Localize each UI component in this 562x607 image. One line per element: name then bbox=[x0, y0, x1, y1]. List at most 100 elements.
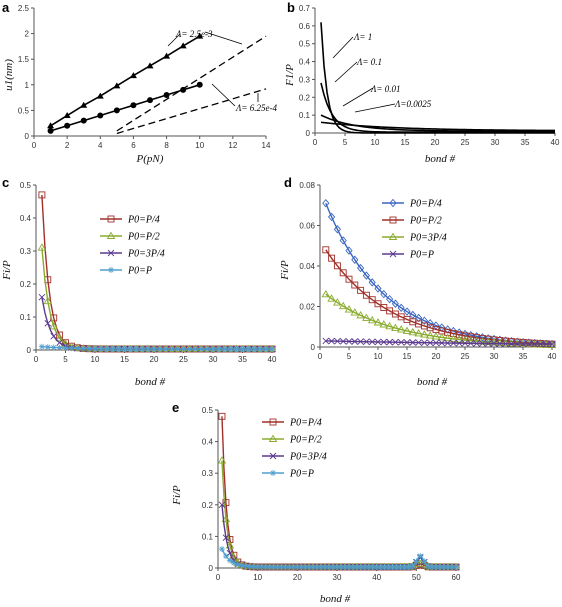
panel-e-x-tick-label: 60 bbox=[452, 573, 461, 582]
panel-d-data-point bbox=[402, 326, 412, 334]
panel-c-data-point bbox=[92, 345, 98, 352]
panel-c-data-point bbox=[38, 343, 45, 350]
panel-d-data-point bbox=[373, 318, 383, 326]
panel-b-x-tick-label: 25 bbox=[461, 138, 470, 147]
panel-a-y-tick-label: 0 bbox=[25, 132, 30, 141]
panel-e-x-tick-label: 10 bbox=[253, 573, 262, 582]
panel-e-data-point bbox=[278, 564, 285, 571]
panel-d-data-point bbox=[322, 337, 330, 345]
panel-b-y-tick-label: 0.7 bbox=[299, 4, 311, 13]
panel-d-x-tick-label: 10 bbox=[374, 352, 383, 361]
panel-e-ylabel: Fi/P bbox=[171, 485, 183, 506]
panel-e-data-point bbox=[226, 549, 234, 557]
panel-d-x-tick-label: 20 bbox=[432, 352, 441, 361]
panel-e-data-point bbox=[234, 561, 241, 568]
panel-d-data-point bbox=[380, 289, 388, 299]
panel-e-series-line bbox=[221, 416, 456, 568]
panel-e-data-point bbox=[373, 564, 380, 571]
panel-e-data-point bbox=[282, 564, 289, 571]
plot-d-area: 0 5 10 15 20 25 30 35 40 0 0.02 0.04 0.06 0.08 bbox=[299, 181, 557, 361]
panel-d-data-point bbox=[531, 340, 538, 348]
panel-b-x-tick-label: 5 bbox=[343, 138, 348, 147]
panel-d-legend: P0=P/4 P0=P/2 P0=3P/4 P0=P bbox=[382, 199, 447, 261]
panel-c-x-tick-label: 10 bbox=[91, 355, 100, 364]
panel-b-x-tick-label: 40 bbox=[551, 138, 560, 147]
panel-a-data-point bbox=[163, 92, 170, 99]
panel-e-data-point bbox=[421, 558, 428, 565]
panel-e-data-point bbox=[397, 564, 404, 571]
panel-c-data-point bbox=[103, 345, 110, 352]
panel-b-y-tick-label: 0.1 bbox=[299, 111, 311, 120]
panel-d-data-point bbox=[496, 340, 504, 347]
panel-a-data-point bbox=[196, 32, 204, 39]
panel-c-data-point bbox=[227, 346, 234, 353]
panel-c-data-point bbox=[74, 345, 81, 352]
panel-d-data-point bbox=[467, 339, 475, 347]
panel-c-data-point bbox=[62, 344, 69, 351]
panel-d-legend-label: P0=P/2 bbox=[409, 216, 442, 227]
panel-d-data-point bbox=[328, 212, 336, 222]
panel-c-data-point bbox=[121, 345, 128, 352]
panel-e-data-point bbox=[294, 564, 301, 571]
panel-c-label: c bbox=[2, 175, 9, 190]
panel-a-data-point bbox=[63, 112, 71, 119]
panel-a-dashed-line bbox=[116, 35, 267, 132]
panel-d-data-point bbox=[374, 300, 382, 308]
panel-c-data-point bbox=[86, 345, 93, 352]
panel-e-data-point bbox=[218, 412, 226, 420]
panel-c-data-point bbox=[127, 345, 134, 352]
panel-a-series-line bbox=[50, 35, 201, 127]
panel-b-series-line bbox=[320, 121, 556, 132]
panel-d-data-point bbox=[450, 339, 457, 347]
panel-d-data-point bbox=[350, 308, 360, 316]
panel-d-series-line bbox=[325, 340, 553, 345]
panel-d-x-tick-label: 25 bbox=[461, 352, 470, 361]
panel-d-data-point bbox=[415, 313, 423, 323]
panel-d-data-point bbox=[374, 284, 382, 293]
panel-d-label: d bbox=[284, 175, 292, 190]
panel-c-xlabel: bond # bbox=[135, 376, 166, 388]
panel-c-y-tick-label: 0 bbox=[27, 346, 32, 355]
panel-c-series-line bbox=[41, 247, 272, 350]
panel-b-x-tick-label: 30 bbox=[491, 138, 500, 147]
panel-e-data-point bbox=[381, 564, 388, 571]
panel-a-x-tick-label: 8 bbox=[164, 141, 169, 150]
panel-e-y-tick-label: 0.3 bbox=[202, 469, 214, 478]
panel-e-data-point bbox=[314, 564, 321, 571]
panel-e-data-point bbox=[385, 564, 392, 571]
panel-e-data-point bbox=[262, 563, 269, 570]
panel-e-legend-label: P0=P/4 bbox=[289, 418, 322, 429]
panel-b-annotation-2: Λ= 0.1 bbox=[356, 57, 382, 67]
panel-c-data-point bbox=[97, 345, 104, 352]
panel-d-data-point bbox=[542, 340, 550, 348]
panel-d-data-point bbox=[513, 340, 521, 348]
panel-d-data-point bbox=[507, 339, 516, 347]
panel-e-data-point bbox=[306, 564, 313, 571]
panel-c-data-point bbox=[210, 346, 216, 353]
panel-d-data-point bbox=[454, 335, 464, 343]
panel-b-x-tick-label: 10 bbox=[371, 138, 380, 147]
panel-c-legend-label: P0=P/2 bbox=[127, 232, 160, 243]
panel-e-data-point bbox=[322, 564, 329, 571]
panel-a-data-point bbox=[129, 72, 137, 79]
panel-e-data-point bbox=[226, 557, 233, 564]
panel-c-x-tick-label: 35 bbox=[238, 355, 247, 364]
panel-d-data-point bbox=[479, 340, 486, 347]
panel-d-data-point bbox=[357, 338, 364, 345]
panel-e-legend-label: P0=P bbox=[289, 469, 314, 480]
panel-c-data-point bbox=[245, 346, 252, 353]
panel-e-x-tick-label: 40 bbox=[372, 573, 381, 582]
panel-e-data-point bbox=[221, 514, 231, 523]
panel-e-data-point bbox=[361, 564, 368, 571]
panel-a-y-tick-label: 1 bbox=[25, 81, 30, 90]
panel-d-data-point bbox=[328, 337, 335, 345]
panel-e-legend-marker bbox=[268, 434, 278, 442]
panel-a-label: a bbox=[2, 0, 10, 15]
panel-e-legend-marker bbox=[269, 452, 277, 460]
panel-c-legend-label: P0=P/4 bbox=[127, 215, 160, 226]
panel-a-x-tick-label: 2 bbox=[65, 141, 70, 150]
panel-d-data-point bbox=[345, 246, 353, 255]
panel-a-ylabel: u1(nm) bbox=[3, 59, 15, 91]
panel-d-data-point bbox=[380, 338, 388, 346]
panel-d-data-point bbox=[379, 320, 389, 328]
